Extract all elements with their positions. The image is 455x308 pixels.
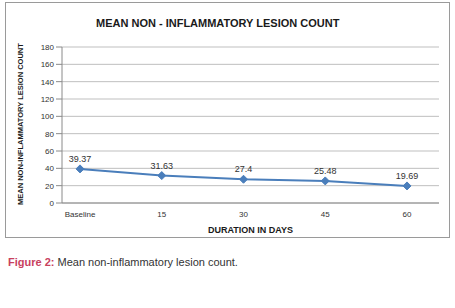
svg-text:100: 100 bbox=[41, 112, 55, 121]
svg-text:39.37: 39.37 bbox=[69, 154, 92, 164]
svg-text:160: 160 bbox=[41, 60, 55, 69]
svg-text:140: 140 bbox=[41, 78, 55, 87]
svg-text:60: 60 bbox=[403, 210, 412, 219]
svg-text:180: 180 bbox=[41, 43, 55, 52]
svg-text:Baseline: Baseline bbox=[65, 210, 96, 219]
svg-text:40: 40 bbox=[45, 164, 54, 173]
svg-text:19.69: 19.69 bbox=[396, 171, 419, 181]
svg-text:MEAN NON-INFLAMMATORY LESION C: MEAN NON-INFLAMMATORY LESION COUNT bbox=[16, 43, 25, 205]
svg-text:20: 20 bbox=[45, 182, 54, 191]
svg-text:80: 80 bbox=[45, 130, 54, 139]
svg-text:60: 60 bbox=[45, 147, 54, 156]
svg-text:30: 30 bbox=[239, 210, 248, 219]
svg-text:31.63: 31.63 bbox=[150, 161, 173, 171]
svg-text:15: 15 bbox=[157, 210, 166, 219]
svg-text:45: 45 bbox=[321, 210, 330, 219]
html-text:MEAN NON - INFLAMMATORY LESION: MEAN NON - INFLAMMATORY LESION COUNT bbox=[96, 17, 340, 29]
svg-text:0: 0 bbox=[50, 199, 55, 208]
svg-text:120: 120 bbox=[41, 95, 55, 104]
svg-text:25.48: 25.48 bbox=[314, 166, 337, 176]
svg-text:DURATION IN DAYS: DURATION IN DAYS bbox=[208, 225, 293, 235]
svg-text:27.4: 27.4 bbox=[235, 164, 253, 174]
html-text:Figure 2: Mean non-inflammator: Figure 2: Mean non-inflammatory lesion c… bbox=[8, 256, 238, 268]
